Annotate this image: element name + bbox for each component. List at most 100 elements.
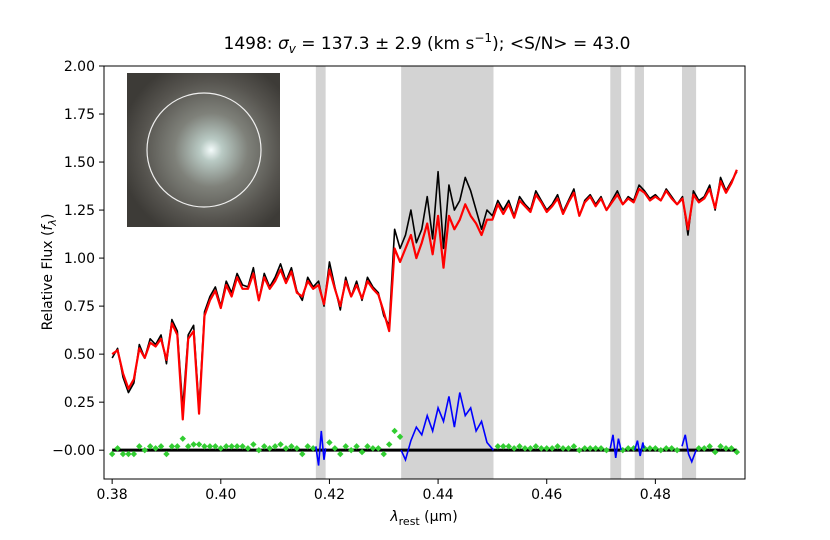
- aperture-circle: [146, 92, 262, 208]
- masked-region-1: [315, 66, 326, 479]
- y-tick-label: 2.00: [64, 59, 95, 75]
- residual-point: [114, 445, 121, 452]
- spectra: [111, 169, 738, 421]
- residual-point: [657, 446, 665, 454]
- residual-point: [130, 450, 138, 458]
- masked-region-2: [401, 66, 494, 479]
- residual-point: [516, 443, 523, 450]
- y-tick-label: 0.50: [64, 347, 95, 363]
- residual-point: [293, 445, 301, 452]
- residual-point: [163, 450, 170, 458]
- masked-region-5: [681, 66, 697, 479]
- residual-point: [581, 445, 588, 452]
- residual-point: [385, 441, 393, 448]
- residual-point: [326, 439, 333, 446]
- residual-point: [250, 441, 257, 448]
- y-tick-label: 1.00: [64, 251, 95, 267]
- residual-point: [576, 446, 583, 454]
- residual-point: [706, 443, 713, 450]
- residual-point: [266, 445, 273, 452]
- residual-point: [157, 443, 165, 450]
- residual-point: [619, 446, 626, 454]
- residual-point: [179, 435, 186, 442]
- residual-point: [364, 443, 371, 450]
- y-tick-label: 1.50: [64, 155, 95, 171]
- x-tick-label: 0.42: [314, 487, 345, 503]
- residual-point: [652, 445, 659, 452]
- residual-point: [701, 445, 708, 452]
- residual-point: [375, 445, 382, 452]
- residual-point: [391, 427, 398, 435]
- residual-point: [695, 445, 703, 452]
- residual-point: [543, 445, 550, 452]
- y-tick-label: −0.00: [52, 443, 95, 459]
- residual-point: [494, 443, 502, 450]
- residual-point: [277, 441, 284, 448]
- residual-point: [119, 450, 127, 458]
- residual-point: [261, 443, 268, 450]
- residual-point: [233, 443, 241, 450]
- y-tick-label: 1.25: [64, 203, 95, 219]
- residual-point: [532, 443, 540, 450]
- residual-point: [141, 446, 148, 454]
- y-tick-label: 0.25: [64, 395, 95, 411]
- residual-point: [125, 450, 132, 458]
- residual-point: [358, 448, 366, 456]
- residual-point: [353, 443, 360, 450]
- residual-point: [239, 443, 246, 450]
- residual-point: [223, 443, 230, 450]
- residual-point: [554, 443, 561, 450]
- residual-point: [282, 445, 290, 452]
- residual-point: [630, 445, 637, 452]
- masked-residual-line-1: [315, 430, 327, 466]
- y-axis-label: Relative Flux (fλ): [40, 214, 59, 331]
- residual-point: [331, 445, 339, 452]
- model-spectrum-line: [111, 169, 738, 421]
- residual-point: [309, 445, 317, 452]
- residual-point: [592, 445, 599, 452]
- y-tick-label: 0.75: [64, 299, 95, 315]
- residual-point: [217, 445, 224, 452]
- residual-point: [505, 443, 512, 450]
- masked-residual-line-2: [400, 392, 495, 463]
- residual-point: [500, 443, 507, 450]
- residual-point: [271, 443, 279, 450]
- x-tick-label: 0.48: [640, 487, 671, 503]
- masked-residual-line-3: [609, 434, 622, 458]
- residual-point: [108, 450, 116, 458]
- residual-point: [201, 443, 208, 450]
- residual-point: [733, 448, 741, 456]
- residual-point: [603, 446, 610, 454]
- residual-point: [527, 445, 534, 452]
- plot-frame: [103, 65, 746, 480]
- residual-point: [722, 445, 730, 452]
- galaxy-inset: [127, 73, 280, 227]
- x-tick-label: 0.44: [422, 487, 453, 503]
- residual-point: [668, 445, 675, 452]
- residual-point: [342, 443, 349, 450]
- residual-point: [521, 445, 529, 452]
- residual-point: [538, 445, 545, 452]
- residual-point: [548, 445, 556, 452]
- residual-point: [663, 445, 670, 452]
- residual-point: [369, 445, 377, 452]
- residual-point: [625, 445, 632, 452]
- galaxy-image: [127, 73, 280, 227]
- residual-point: [244, 445, 252, 452]
- residual-point: [711, 448, 719, 456]
- residual-point: [228, 443, 235, 450]
- y-tick-label: 1.75: [64, 107, 95, 123]
- residual-point: [146, 443, 154, 450]
- residual-point: [337, 450, 344, 458]
- x-axis-ticks: 0.38 0.40 0.42 0.44 0.46 0.48: [97, 479, 671, 503]
- residual-point: [396, 433, 404, 440]
- residual-point: [168, 443, 176, 450]
- masked-regions: [315, 66, 697, 479]
- residual-point: [299, 450, 306, 458]
- residual-point: [206, 443, 214, 450]
- x-tick-label: 0.40: [205, 487, 236, 503]
- y-axis-ticks: −0.00 0.25 0.50 0.75 1.00 1.25 1.50 1.75 2.00: [52, 59, 104, 459]
- x-axis-label: λrest (μm): [389, 509, 457, 528]
- observed-spectrum-line: [111, 170, 738, 409]
- residual-point: [646, 445, 654, 452]
